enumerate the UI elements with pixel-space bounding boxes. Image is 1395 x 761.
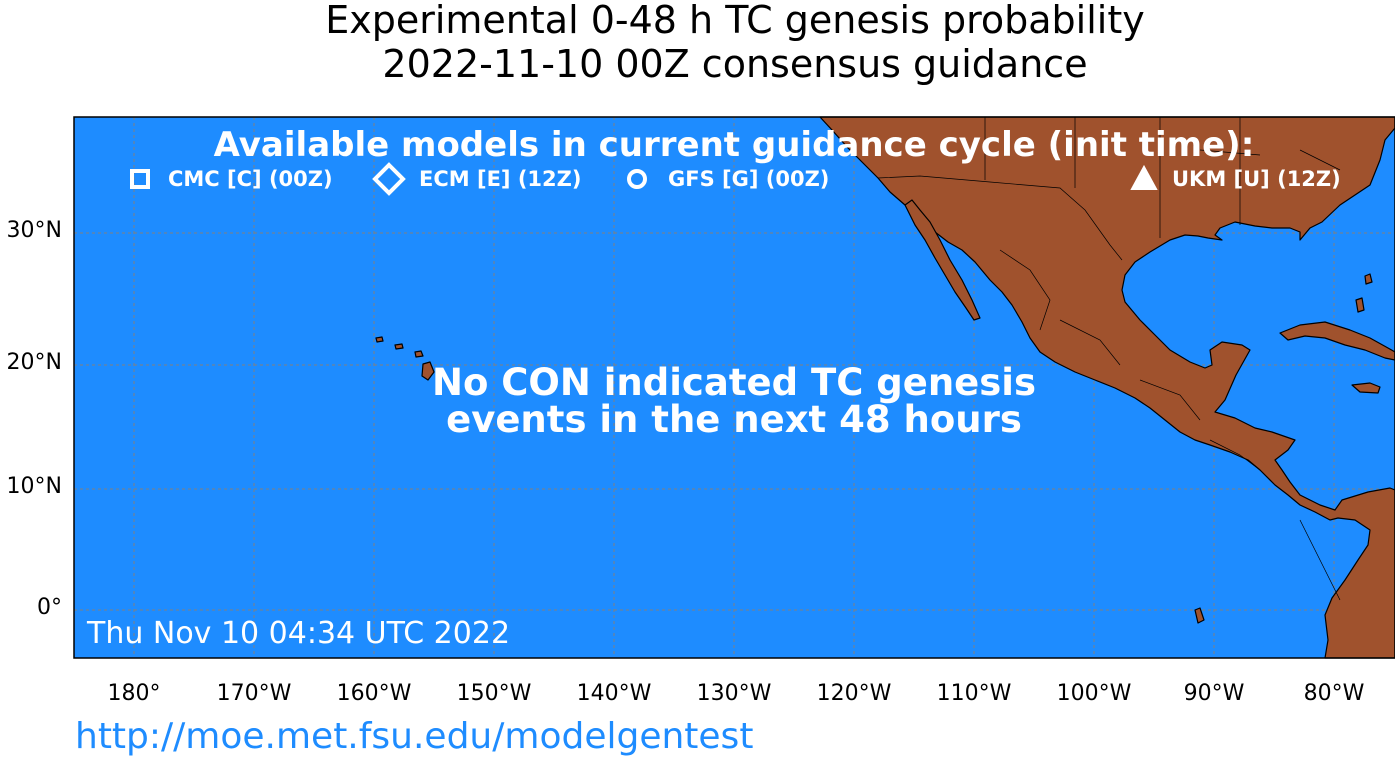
chart-title: Experimental 0-48 h TC genesis probabili… [325,0,1145,42]
triangle-icon [1130,164,1158,190]
map-frame [73,116,1395,659]
lat-label-30n: 30°N [6,218,62,243]
legend-label-ecm: ECM [E] (12Z) [419,167,581,191]
lon-label-130w: 130°W [696,681,772,706]
lon-label-100w: 100°W [1056,681,1132,706]
legend-model-cmc: CMC [C] (00Z) [130,167,333,191]
land-hawaii [375,336,435,381]
diamond-icon [372,162,406,196]
legend-label-gfs: GFS [G] (00Z) [668,167,829,191]
legend-model-ecm: ECM [E] (12Z) [372,162,581,196]
lat-label-equator: 0° [37,595,62,620]
land-jamaica [1351,382,1381,394]
lat-label-20n: 20°N [6,350,62,375]
land-north-central-america [819,116,1395,659]
lon-label-80w: 80°W [1303,681,1365,706]
admin-borders [877,117,1341,601]
land-baja-california [904,199,981,321]
no-genesis-message-line2: events in the next 48 hours [446,398,1022,441]
square-icon [130,169,150,189]
circle-icon [627,169,647,189]
land-bahamas [1355,273,1373,313]
lon-label-160w: 160°W [336,681,412,706]
lon-label-170w: 170°W [216,681,292,706]
land-galapagos [1194,607,1205,624]
legend-model-gfs: GFS [G] (00Z) [627,167,829,191]
lon-label-120w: 120°W [816,681,892,706]
legend-model-ukm: UKM [U] (12Z) [1130,164,1341,191]
legend-heading: Available models in current guidance cyc… [214,125,1255,165]
lon-label-110w: 110°W [936,681,1012,706]
border-us-mexico [877,175,1123,261]
lon-label-140w: 140°W [576,681,652,706]
lon-label-150w: 150°W [456,681,532,706]
land-cuba [1279,321,1395,361]
chart-subtitle: 2022-11-10 00Z consensus guidance [382,42,1088,86]
border-us-states [984,117,1341,238]
lon-label-180: 180° [107,681,161,706]
legend-label-ukm: UKM [U] (12Z) [1172,167,1341,191]
lat-label-10n: 10°N [6,474,62,499]
border-mexico-central-america [999,249,1341,601]
timestamp: Thu Nov 10 04:34 UTC 2022 [86,616,510,651]
source-url-link[interactable]: http://moe.met.fsu.edu/modelgentest [75,716,754,757]
lon-label-90w: 90°W [1183,681,1245,706]
legend-label-cmc: CMC [C] (00Z) [168,167,333,191]
landmass-americas [375,116,1395,659]
no-genesis-message-line1: No CON indicated TC genesis [432,361,1036,404]
